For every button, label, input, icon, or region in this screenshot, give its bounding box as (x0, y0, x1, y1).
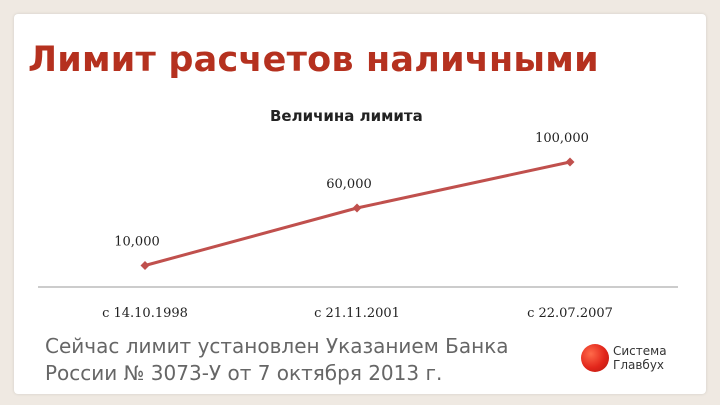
slide-background (14, 14, 706, 394)
series-layer (140, 157, 575, 270)
logo-line-2: Главбух (613, 358, 665, 372)
data-point-marker (565, 157, 575, 167)
labels-layer: 10,000 60,000 100,000 с 14.10.1998 с 21.11.2… (102, 131, 613, 321)
footnote-line-1: Сейчас лимит установлен Указанием Банка (45, 334, 509, 358)
data-label: 100,000 (535, 131, 589, 146)
x-tick-label: с 14.10.1998 (102, 306, 188, 321)
data-point-marker (140, 261, 150, 270)
data-label: 10,000 (114, 235, 160, 250)
x-tick-label: с 21.11.2001 (314, 306, 400, 321)
chart-title: Величина лимита (270, 107, 423, 125)
logo-circle-icon (581, 344, 609, 372)
data-label: 60,000 (326, 177, 372, 192)
footnote-line-2: России № 3073-У от 7 октября 2013 г. (45, 361, 443, 385)
slide-title: Лимит расчетов наличными (28, 40, 599, 80)
logo-text: Система Главбух (613, 344, 667, 372)
footnote: Сейчас лимит установлен Указанием Банка … (45, 333, 585, 387)
x-tick-label: с 22.07.2007 (527, 306, 613, 321)
logo-line-1: Система (613, 344, 667, 358)
data-point-marker (352, 203, 362, 213)
company-logo: Система Главбух (581, 342, 691, 376)
